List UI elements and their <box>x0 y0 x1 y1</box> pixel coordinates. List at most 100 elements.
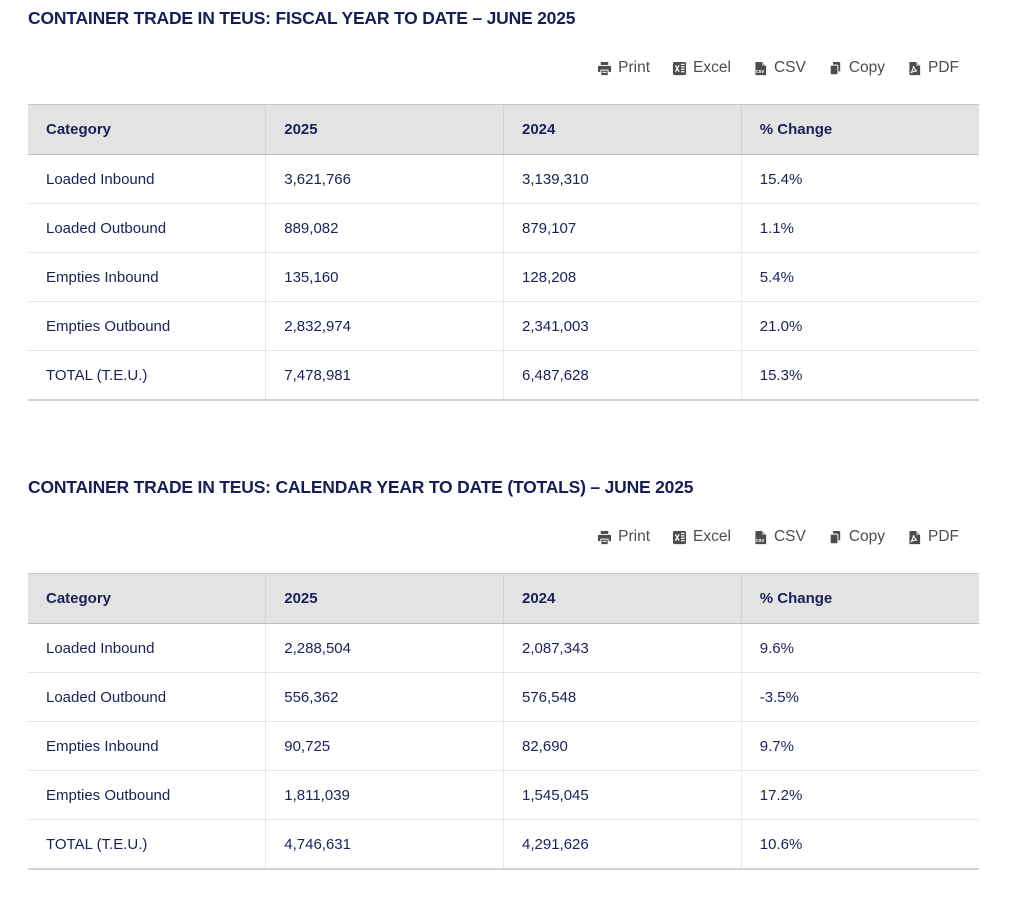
table-row: Loaded Inbound 3,621,766 3,139,310 15.4% <box>28 154 979 204</box>
page-content: CONTAINER TRADE IN TEUS: FISCAL YEAR TO … <box>28 0 979 870</box>
value-cell: 6,487,628 <box>503 350 742 400</box>
value-cell: 5.4% <box>740 252 979 302</box>
value-cell: 82,690 <box>503 721 742 771</box>
value-cell: -3.5% <box>740 672 979 722</box>
category-cell: Loaded Inbound <box>28 154 266 204</box>
value-cell: 2,832,974 <box>265 301 504 351</box>
value-cell: 90,725 <box>265 721 504 771</box>
value-cell: 9.7% <box>740 721 979 771</box>
tool-label: PDF <box>928 59 959 77</box>
column-header: % Change <box>740 573 979 624</box>
value-cell: 15.3% <box>740 350 979 400</box>
column-header: Category <box>28 573 266 624</box>
csv-file-icon: csv <box>753 530 768 545</box>
page-title: CONTAINER TRADE IN TEUS: CALENDAR YEAR T… <box>28 477 694 497</box>
print-button[interactable]: Print <box>597 529 650 545</box>
column-header: Category <box>28 104 266 155</box>
category-cell: Empties Inbound <box>28 721 266 771</box>
table-row: TOTAL (T.E.U.) 7,478,981 6,487,628 15.3% <box>28 350 979 400</box>
value-cell: 1,545,045 <box>503 770 742 820</box>
column-header: 2025 <box>265 104 504 155</box>
tool-label: Excel <box>693 528 731 546</box>
category-cell: Empties Inbound <box>28 252 266 302</box>
print-button[interactable]: Print <box>597 60 650 76</box>
value-cell: 3,621,766 <box>265 154 504 204</box>
table-header-row: Category 2025 2024% Change <box>28 104 979 155</box>
printer-icon <box>597 530 612 545</box>
copy-icon <box>828 61 843 76</box>
value-cell: 9.6% <box>740 623 979 673</box>
value-cell: 4,746,631 <box>265 819 504 869</box>
tool-label: CSV <box>773 528 806 546</box>
value-cell: 1,811,039 <box>265 770 504 820</box>
value-cell: 1.1% <box>740 203 979 253</box>
csv-button[interactable]: csv CSV <box>753 60 806 76</box>
printer-icon <box>597 61 612 76</box>
table-row: Empties Inbound 135,160 128,208 5.4% <box>28 252 979 302</box>
tool-label: Print <box>618 528 651 546</box>
column-header: 2024 <box>503 573 742 624</box>
table-row: Loaded Inbound 2,288,504 2,087,343 9.6% <box>28 623 979 673</box>
table-header-row: Category 2025 2024% Change <box>28 573 979 624</box>
tool-label: Excel <box>693 59 731 77</box>
value-cell: 10.6% <box>740 819 979 869</box>
tool-label: Print <box>618 59 651 77</box>
value-cell: 135,160 <box>265 252 504 302</box>
pdf-file-icon <box>907 530 922 545</box>
category-cell: Empties Outbound <box>28 770 266 820</box>
category-cell: Loaded Inbound <box>28 623 266 673</box>
category-cell: TOTAL (T.E.U.) <box>28 350 266 400</box>
category-cell: Loaded Outbound <box>28 203 266 253</box>
category-cell: Empties Outbound <box>28 301 266 351</box>
value-cell: 7,478,981 <box>265 350 504 400</box>
column-header: % Change <box>740 104 979 155</box>
pdf-button[interactable]: PDF <box>907 529 959 545</box>
tool-label: CSV <box>773 59 806 77</box>
category-cell: TOTAL (T.E.U.) <box>28 819 266 869</box>
excel-button[interactable]: Excel <box>672 529 731 545</box>
page-title: CONTAINER TRADE IN TEUS: FISCAL YEAR TO … <box>28 8 576 28</box>
fiscal-ytd-table: Category 2025 2024% Change Loaded Inbound 3… <box>28 104 979 401</box>
value-cell: 3,139,310 <box>503 154 742 204</box>
export-toolbar: Print Excel csv CSV Copy PDF <box>28 56 959 80</box>
value-cell: 2,288,504 <box>265 623 504 673</box>
table-row: Loaded Outbound 889,082 879,107 1.1% <box>28 203 979 253</box>
tool-label: Copy <box>848 528 885 546</box>
table-row: Empties Outbound 2,832,974 2,341,003 21.0% <box>28 301 979 351</box>
table-row: TOTAL (T.E.U.) 4,746,631 4,291,626 10.6% <box>28 819 979 869</box>
table-row: Empties Inbound 90,725 82,690 9.7% <box>28 721 979 771</box>
value-cell: 21.0% <box>740 301 979 351</box>
value-cell: 2,087,343 <box>503 623 742 673</box>
value-cell: 128,208 <box>503 252 742 302</box>
value-cell: 15.4% <box>740 154 979 204</box>
copy-button[interactable]: Copy <box>828 529 885 545</box>
value-cell: 879,107 <box>503 203 742 253</box>
table-row: Empties Outbound 1,811,039 1,545,045 17.2% <box>28 770 979 820</box>
fiscal-ytd-section: CONTAINER TRADE IN TEUS: FISCAL YEAR TO … <box>28 7 979 401</box>
export-toolbar: Print Excel csv CSV Copy PDF <box>28 525 959 549</box>
value-cell: 4,291,626 <box>503 819 742 869</box>
tool-label: PDF <box>928 528 959 546</box>
copy-button[interactable]: Copy <box>828 60 885 76</box>
csv-file-icon: csv <box>753 61 768 76</box>
excel-icon <box>672 61 687 76</box>
value-cell: 576,548 <box>503 672 742 722</box>
tool-label: Copy <box>848 59 885 77</box>
svg-text:csv: csv <box>756 537 765 543</box>
calendar-ytd-table: Category 2025 2024% Change Loaded Inbound 2… <box>28 573 979 870</box>
value-cell: 17.2% <box>740 770 979 820</box>
category-cell: Loaded Outbound <box>28 672 266 722</box>
copy-icon <box>828 530 843 545</box>
svg-text:csv: csv <box>756 68 765 74</box>
excel-button[interactable]: Excel <box>672 60 731 76</box>
excel-icon <box>672 530 687 545</box>
table-row: Loaded Outbound 556,362 576,548 -3.5% <box>28 672 979 722</box>
value-cell: 889,082 <box>265 203 504 253</box>
pdf-button[interactable]: PDF <box>907 60 959 76</box>
csv-button[interactable]: csv CSV <box>753 529 806 545</box>
column-header: 2025 <box>265 573 504 624</box>
value-cell: 2,341,003 <box>503 301 742 351</box>
value-cell: 556,362 <box>265 672 504 722</box>
calendar-ytd-section: CONTAINER TRADE IN TEUS: CALENDAR YEAR T… <box>28 476 979 870</box>
column-header: 2024 <box>503 104 742 155</box>
